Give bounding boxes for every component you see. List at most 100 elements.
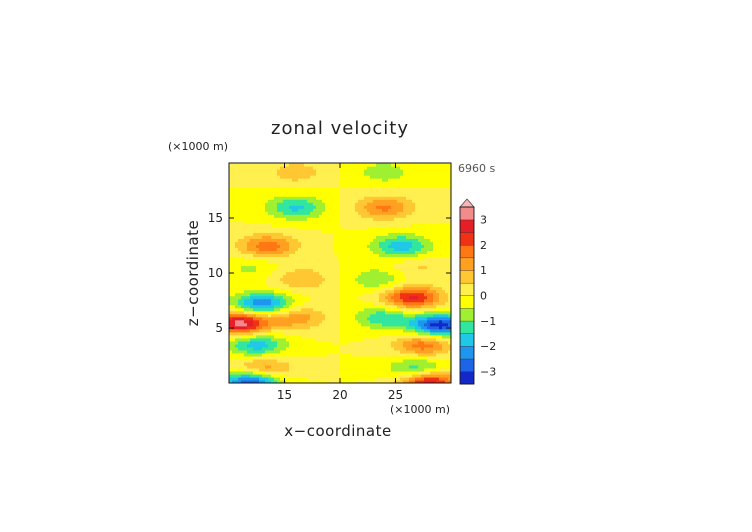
field-cell xyxy=(430,370,434,375)
field-cell xyxy=(238,277,242,282)
field-cell xyxy=(352,292,356,297)
field-cell xyxy=(394,250,398,255)
field-cell xyxy=(445,340,449,345)
field-cell xyxy=(388,292,392,297)
field-cell xyxy=(334,376,338,381)
field-cell xyxy=(340,220,344,224)
field-cell xyxy=(334,292,338,297)
field-cell xyxy=(391,250,395,255)
field-cell xyxy=(250,349,254,354)
field-cell xyxy=(277,358,281,363)
field-cell xyxy=(358,358,362,363)
field-cell xyxy=(292,340,296,345)
field-cell xyxy=(361,199,365,203)
field-cell xyxy=(265,265,269,270)
field-cell xyxy=(400,286,404,291)
field-cell xyxy=(412,280,416,285)
field-cell xyxy=(286,337,290,342)
field-cell xyxy=(385,211,389,215)
field-cell xyxy=(298,313,302,318)
field-cell xyxy=(253,259,257,264)
field-cell xyxy=(334,331,338,336)
field-cell xyxy=(343,187,347,191)
field-cell xyxy=(316,334,320,339)
field-cell xyxy=(370,307,374,312)
field-cell xyxy=(400,259,404,264)
field-cell xyxy=(256,328,260,333)
field-cell xyxy=(442,238,446,242)
field-cell xyxy=(430,373,434,378)
field-cell xyxy=(265,283,269,288)
field-cell xyxy=(361,334,365,339)
field-cell xyxy=(274,280,278,285)
field-cell xyxy=(364,226,368,230)
field-cell xyxy=(388,193,392,197)
field-cell xyxy=(364,292,368,297)
field-cell xyxy=(262,253,266,258)
field-cell xyxy=(337,250,341,255)
field-cell xyxy=(292,247,296,251)
field-cell xyxy=(334,304,338,309)
field-cell xyxy=(355,328,359,333)
field-cell xyxy=(394,358,398,363)
field-cell xyxy=(235,319,239,324)
field-cell xyxy=(256,337,260,342)
field-cell xyxy=(427,298,431,303)
field-cell xyxy=(316,259,320,264)
field-cell xyxy=(280,247,284,251)
field-cell xyxy=(289,208,293,212)
field-cell xyxy=(382,364,386,369)
field-cell xyxy=(349,280,353,285)
field-cell xyxy=(418,337,422,342)
field-cell xyxy=(322,244,326,248)
field-cell xyxy=(403,316,407,321)
field-cell xyxy=(259,199,263,203)
field-cell xyxy=(349,319,353,324)
field-cell xyxy=(394,241,398,245)
field-cell xyxy=(304,244,308,248)
field-cell xyxy=(439,199,443,203)
field-cell xyxy=(235,277,239,282)
field-cell xyxy=(358,256,362,261)
field-cell xyxy=(301,313,305,318)
field-cell xyxy=(442,295,446,300)
field-cell xyxy=(271,193,275,197)
field-cell xyxy=(334,361,338,366)
field-cell xyxy=(298,211,302,215)
field-cell xyxy=(319,343,323,348)
field-cell xyxy=(439,352,443,357)
field-cell xyxy=(385,280,389,285)
field-cell xyxy=(427,334,431,339)
field-cell xyxy=(409,220,413,224)
field-cell xyxy=(277,343,281,348)
field-cell xyxy=(277,193,281,197)
field-cell xyxy=(259,244,263,248)
field-cell xyxy=(337,235,341,239)
field-cell xyxy=(229,205,233,209)
field-cell xyxy=(448,181,451,185)
field-cell xyxy=(244,346,248,351)
field-cell xyxy=(274,223,278,227)
field-cell xyxy=(244,235,248,239)
field-cell xyxy=(304,256,308,261)
field-cell xyxy=(391,319,395,324)
field-cell xyxy=(349,250,353,255)
field-cell xyxy=(310,196,314,200)
field-cell xyxy=(229,268,233,273)
field-cell xyxy=(388,262,392,267)
field-cell xyxy=(448,217,451,221)
field-cell xyxy=(256,265,260,270)
field-cell xyxy=(430,241,434,245)
field-cell xyxy=(421,295,425,300)
field-cell xyxy=(229,340,233,345)
field-cell xyxy=(337,379,341,383)
field-cell xyxy=(319,295,323,300)
field-cell xyxy=(358,271,362,276)
field-cell xyxy=(412,262,416,267)
field-cell xyxy=(286,292,290,297)
field-cell xyxy=(238,202,242,206)
field-cell xyxy=(265,370,269,375)
field-cell xyxy=(406,247,410,251)
field-cell xyxy=(343,247,347,251)
field-cell xyxy=(361,205,365,209)
